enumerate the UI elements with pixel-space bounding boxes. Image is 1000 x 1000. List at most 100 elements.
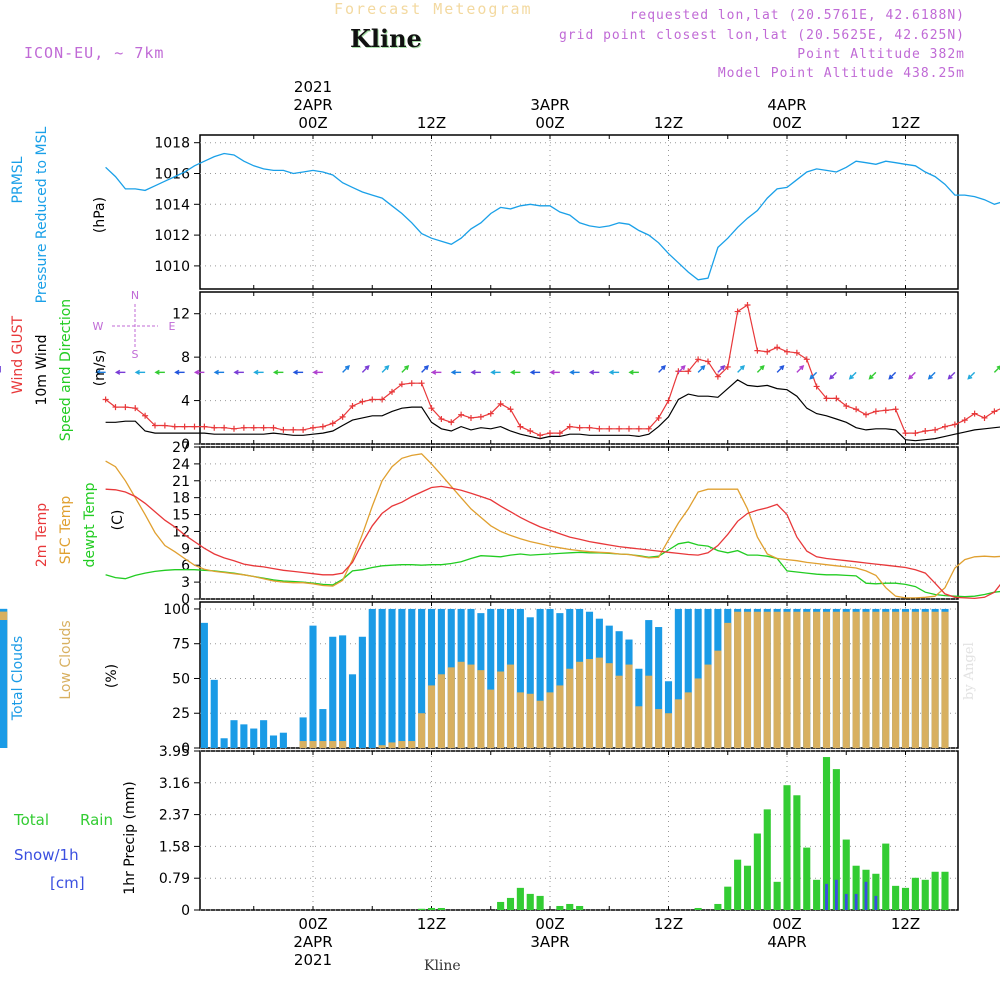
grid-point-coords: grid point closest lon,lat (20.5625E, 42… <box>558 28 965 43</box>
low-cloud-bar <box>941 611 949 748</box>
low-cloud-bar <box>516 692 524 748</box>
ytick-label-wind: 4 <box>181 394 190 410</box>
low-cloud-bar <box>734 611 742 748</box>
gust-marker <box>369 396 376 403</box>
station-name: Kline <box>350 24 422 53</box>
low-cloud-bar <box>635 706 643 748</box>
gust-marker <box>705 358 711 365</box>
gust-marker <box>181 423 188 430</box>
gust-marker <box>122 404 129 411</box>
bottom-time-label: 2APR <box>293 933 332 951</box>
low-cloud-bar <box>595 657 603 748</box>
gust-marker <box>497 400 504 407</box>
top-time-label: 00Z <box>772 114 801 132</box>
gust-marker <box>942 423 948 430</box>
rain-bar <box>931 871 939 910</box>
gust-marker <box>517 423 524 430</box>
low-cloud-bar <box>625 664 633 748</box>
gust-marker <box>211 424 218 431</box>
rain-bar <box>556 905 564 910</box>
ytick-label-temperature: 6 <box>181 558 190 574</box>
wind-dir-arrowhead <box>430 369 437 375</box>
ytick-label-temperature: 27 <box>172 440 190 456</box>
wind-dir-arrowhead <box>404 365 410 371</box>
bottom-time-label: 4APR <box>767 933 806 951</box>
wind-dir-arrow <box>421 365 429 373</box>
low-cloud-bar <box>655 709 663 748</box>
low-cloud-bar <box>427 685 436 748</box>
gust-marker <box>981 414 988 421</box>
gust-marker <box>872 408 879 415</box>
wind-dir-arrowhead <box>779 365 785 371</box>
gust-marker <box>695 356 702 363</box>
wind-dir-arrowhead <box>509 369 516 375</box>
gust-marker <box>586 424 593 431</box>
gust-marker <box>132 405 139 412</box>
total-cloud-bar <box>536 608 544 748</box>
precip-axis-label: 1hr Precip (mm) <box>122 781 138 894</box>
wind-dir-arrow <box>888 371 897 380</box>
gust-marker <box>161 422 168 429</box>
wind-dir-arrow <box>658 365 666 373</box>
ytick-label-clouds: 50 <box>172 671 190 687</box>
rain-bar <box>526 893 534 910</box>
snow-bar <box>825 883 828 910</box>
total-cloud-bar <box>269 735 278 748</box>
rain-bar <box>506 897 515 910</box>
total-cloud-bar <box>408 608 416 748</box>
chart-title: Forecast Meteogram <box>334 0 533 18</box>
total-cloud-bar <box>200 622 208 748</box>
wind-dir-label: Speed and Direction <box>58 299 74 441</box>
wind-dir-arrowhead <box>720 365 726 371</box>
wind-unit: (m/s) <box>92 350 108 387</box>
total-cloud-bar <box>0 620 8 748</box>
gust-marker <box>714 373 721 380</box>
top-time-label: 4APR <box>767 96 806 114</box>
gust-marker <box>744 302 751 309</box>
rain-bar <box>576 905 584 910</box>
low-cloud-bar <box>753 611 761 748</box>
gust-marker <box>270 424 277 431</box>
wind-dir-arrowhead <box>344 365 350 371</box>
wind-dir-arrow <box>829 371 837 380</box>
dewpt-line <box>105 541 1000 598</box>
top-time-label: 00Z <box>535 114 564 132</box>
total-cloud-bar <box>378 608 386 748</box>
wind-dir-arrowhead <box>213 369 219 375</box>
rain-bar <box>753 833 761 910</box>
wind-dir-arrowhead <box>253 369 259 375</box>
low-cloud-bar <box>576 661 584 748</box>
footer-station: Kline <box>424 958 461 974</box>
low-cloud-bar <box>477 670 485 748</box>
gust-marker <box>635 425 642 432</box>
gust-marker <box>142 412 149 419</box>
wind-dir-arrowhead <box>470 369 476 375</box>
total-cloud-bar <box>556 613 564 748</box>
gust-marker <box>379 396 386 403</box>
snow-bar <box>854 893 858 910</box>
wind-dir-arrow <box>796 365 804 373</box>
point-altitude: Point Altitude 382m <box>797 47 965 62</box>
gust-marker <box>784 348 790 355</box>
bottom-time-label: 12Z <box>891 915 920 933</box>
gust-marker <box>843 403 850 409</box>
gust-marker <box>468 414 474 421</box>
gust-marker <box>566 423 573 430</box>
ytick-label-temperature: 21 <box>172 474 190 490</box>
top-time-label: 12Z <box>417 114 446 132</box>
low-cloud-bar <box>743 611 752 748</box>
rain-bar <box>427 907 436 910</box>
low-cloud-bar <box>457 661 465 748</box>
wind-dir-arrowhead <box>947 374 953 380</box>
wind-dir-arrowhead <box>364 365 370 371</box>
precip-total-label: Total <box>13 811 49 829</box>
wind-dir-arrow <box>342 365 350 373</box>
rain-bar <box>921 879 929 910</box>
total-cloud-bar <box>250 728 258 748</box>
bottom-time-label: 00Z <box>298 915 327 933</box>
rain-bar <box>724 886 732 910</box>
rain-bar <box>842 839 850 910</box>
wind-dir-arrow <box>381 365 389 373</box>
rain-bar <box>822 757 831 910</box>
